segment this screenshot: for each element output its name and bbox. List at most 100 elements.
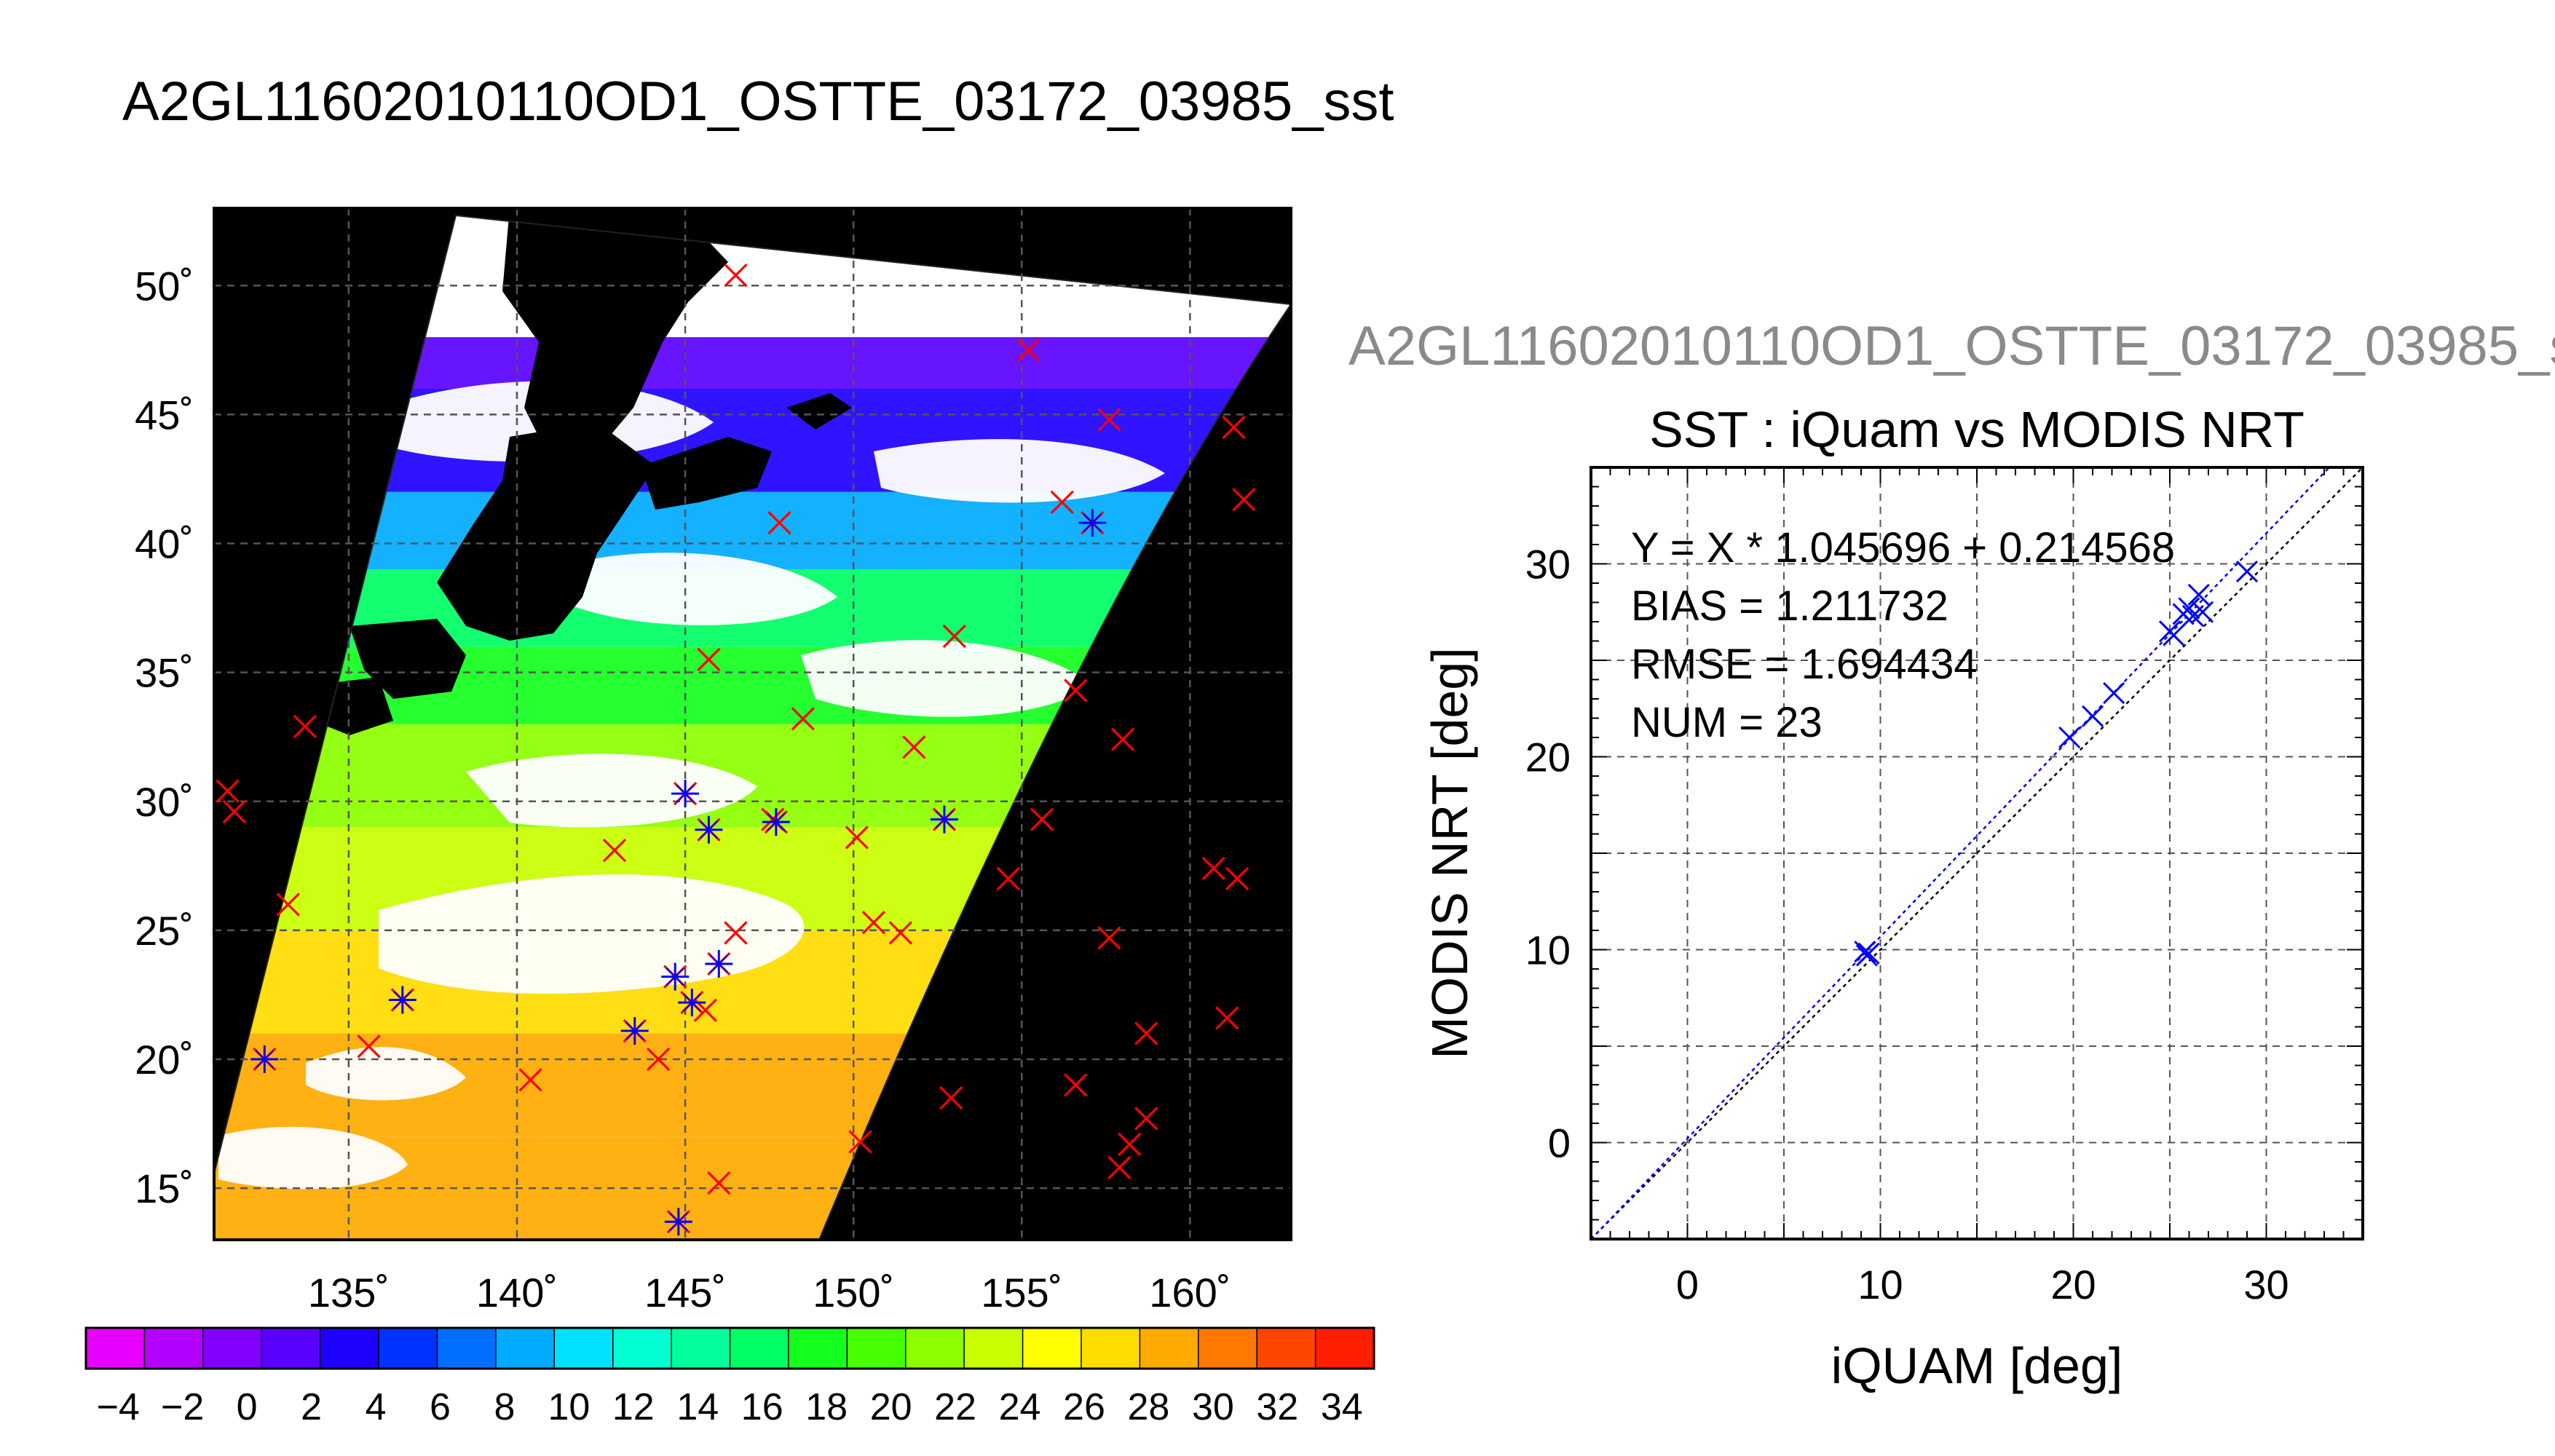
colorbar-swatch [144,1328,204,1369]
matched-buoy-marker [930,805,958,834]
colorbar-swatch [905,1328,965,1369]
buoy-marker [848,1130,872,1154]
colorbar-swatch [1257,1328,1316,1369]
buoy-marker [1097,408,1121,432]
colorbar-swatch [1198,1328,1257,1369]
buoy-marker [1110,727,1135,751]
secondary-title: A2GL11602010110OD1_OSTTE_03172_03985_s [1348,315,2555,377]
buoy-marker [942,624,966,649]
colorbar-swatch [1022,1328,1082,1369]
colorbar-frame [84,1326,1375,1370]
buoy-markers [216,263,1256,1236]
colorbar-tick-label: 6 [430,1386,451,1428]
buoy-marker [1064,1073,1088,1097]
map-x-tick-label: 150˚ [813,1270,894,1315]
scatter-point [2163,624,2185,646]
buoy-marker [845,826,869,850]
colorbar-swatch [847,1328,907,1369]
colorbar-tick-label: −2 [161,1386,204,1428]
colorbar-tick-label: 24 [999,1386,1041,1428]
sst-map-chart: 135˚ 140˚ 145˚ 150˚ 155˚ 160˚ 15˚ 20˚ 25˚ 30˚ 35˚ 4… [84,207,1375,1428]
colorbar-swatch [612,1328,672,1369]
scatter-x-axis-label: iQUAM [deg] [1831,1337,2123,1394]
buoy-marker [1134,1021,1158,1045]
buoy-marker [602,838,627,863]
scatter-x-tick-label: 0 [1676,1262,1699,1307]
colorbar-swatch [554,1328,614,1369]
map-y-tick-label: 50˚ [135,263,194,309]
cloud-patch [218,1126,408,1190]
matched-buoy-marker [388,986,416,1014]
scatter-annotation: Y = X * 1.045696 + 0.214568 [1631,524,2175,571]
colorbar-tick-label: 16 [741,1386,783,1428]
map-y-tick-label: 15˚ [135,1166,194,1211]
matched-buoy-marker [250,1045,279,1074]
scatter-grid [1591,467,2363,1239]
map-grid [214,208,1291,1240]
scatter-frame [1590,466,2364,1241]
colorbar-tick-label: 0 [237,1386,258,1428]
buoy-marker [276,893,300,917]
colorbar-tick-label: 8 [494,1386,515,1428]
map-x-tick-label: 135˚ [308,1270,390,1315]
buoy-marker [724,921,748,945]
map-y-tick-label: 20˚ [135,1037,194,1083]
scatter-title: SST : iQuam vs MODIS NRT [1649,401,2305,458]
colorbar-tick-label: 32 [1256,1386,1298,1428]
sst-band [214,491,1291,569]
matched-buoy-marker [705,949,733,978]
map-y-tick-label: 40˚ [135,521,194,567]
matched-buoy-marker [695,815,723,844]
scatter-x-tick-label: 20 [2050,1262,2096,1307]
colorbar-swatch [1315,1328,1375,1369]
cloud-patch [306,1047,466,1101]
buoy-marker [646,1047,671,1072]
buoy-marker [293,714,317,739]
colorbar-tick-label: 10 [548,1386,590,1428]
map-y-tick-label: 35˚ [135,650,194,696]
colorbar-tick-label: 18 [805,1386,848,1428]
buoy-marker [1016,338,1040,362]
figure-title: A2GL11602010110OD1_OSTTE_03172_03985_sst [122,71,1394,132]
colorbar-swatch [1081,1328,1140,1369]
land-mass [437,422,655,641]
scatter-point [1857,942,1880,965]
scatter-points [1854,561,2259,967]
colorbar-tick-label: 30 [1192,1386,1234,1428]
scatter-point [2178,597,2200,620]
scatter-chart: SST : iQuam vs MODIS NRT Y = X * 1.045696… [1421,401,2364,1394]
matched-buoy-marker [664,1208,692,1236]
colorbar-tick-label: 26 [1063,1386,1105,1428]
buoy-marker [1064,678,1088,703]
colorbar-swatch [379,1328,438,1369]
matched-buoy-marker [661,962,690,991]
buoy-marker [222,799,246,824]
land-mass [786,393,852,430]
buoy-marker [996,866,1020,891]
scatter-y-tick-label: 30 [1525,542,1571,587]
buoy-marker [1225,866,1249,891]
buoy-marker [1107,1155,1132,1179]
colorbar: −4 −2 0 2 4 6 8 10 12 14 16 18 20 22 24 26 28 30 32 34 [84,1326,1375,1428]
buoy-marker [861,911,886,935]
buoy-marker [1097,926,1121,950]
colorbar-tick-label: −4 [97,1386,140,1428]
buoy-marker [697,647,721,672]
scatter-y-tick-label: 20 [1525,735,1571,780]
colorbar-tick-label: 34 [1321,1386,1363,1428]
buoy-marker [1030,807,1054,831]
scatter-y-tick-label: 0 [1548,1120,1571,1166]
buoy-marker [791,707,815,731]
colorbar-swatch [437,1328,497,1369]
scatter-y-axis-label: MODIS NRT [deg] [1421,647,1478,1059]
buoy-marker [767,511,791,535]
colorbar-swatch [86,1328,145,1369]
buoy-marker [1215,1006,1239,1030]
map-y-tick-label: 30˚ [135,779,194,825]
scatter-point [2103,681,2125,705]
swath-sst [214,215,1291,1240]
buoy-marker [939,1086,963,1110]
colorbar-tick-label: 2 [301,1386,322,1428]
buoy-marker [1232,488,1256,512]
